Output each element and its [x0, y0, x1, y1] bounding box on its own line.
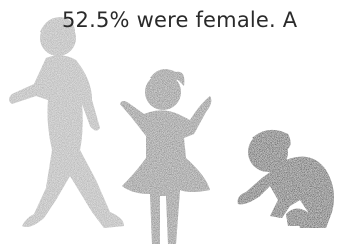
caption-text: 52.5% were female. A: [62, 8, 297, 32]
silhouettes: [0, 0, 338, 249]
child-walking: [9, 17, 124, 228]
child-girl: [120, 69, 211, 244]
child-crouching: [238, 130, 334, 228]
infographic: 52.5% were female. A: [0, 0, 338, 249]
